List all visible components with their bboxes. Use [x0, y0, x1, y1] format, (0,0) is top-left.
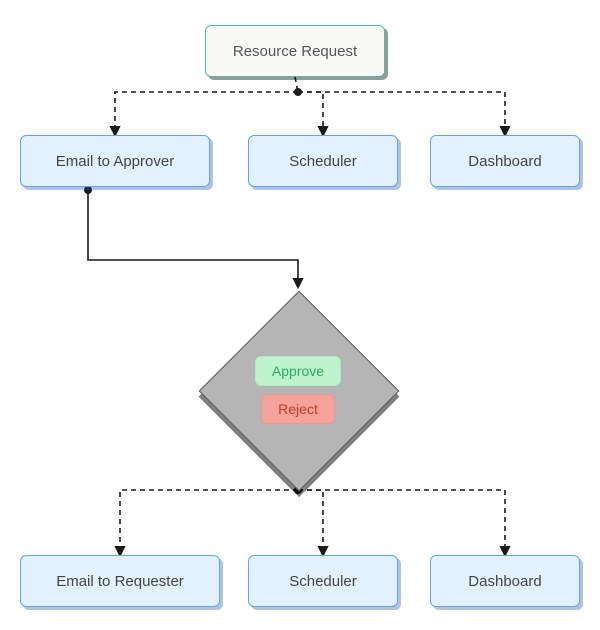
- node-label: Dashboard: [468, 153, 541, 170]
- decision-content: Approve Reject: [228, 320, 368, 460]
- reject-label: Reject: [278, 401, 318, 417]
- node-scheduler-top: Scheduler: [248, 135, 398, 187]
- node-dashboard-top: Dashboard: [430, 135, 580, 187]
- approve-label: Approve: [272, 363, 324, 379]
- node-email-to-requester: Email to Requester: [20, 555, 220, 607]
- node-label: Email to Requester: [56, 573, 184, 590]
- reject-button[interactable]: Reject: [261, 394, 335, 424]
- decision-node: Approve Reject: [228, 320, 368, 460]
- node-label: Scheduler: [289, 573, 357, 590]
- node-dashboard-bottom: Dashboard: [430, 555, 580, 607]
- node-label: Scheduler: [289, 153, 357, 170]
- node-label: Resource Request: [233, 43, 357, 60]
- approve-button[interactable]: Approve: [255, 356, 341, 386]
- node-scheduler-bottom: Scheduler: [248, 555, 398, 607]
- node-email-to-approver: Email to Approver: [20, 135, 210, 187]
- node-resource-request: Resource Request: [205, 25, 385, 77]
- node-label: Email to Approver: [56, 153, 174, 170]
- node-label: Dashboard: [468, 573, 541, 590]
